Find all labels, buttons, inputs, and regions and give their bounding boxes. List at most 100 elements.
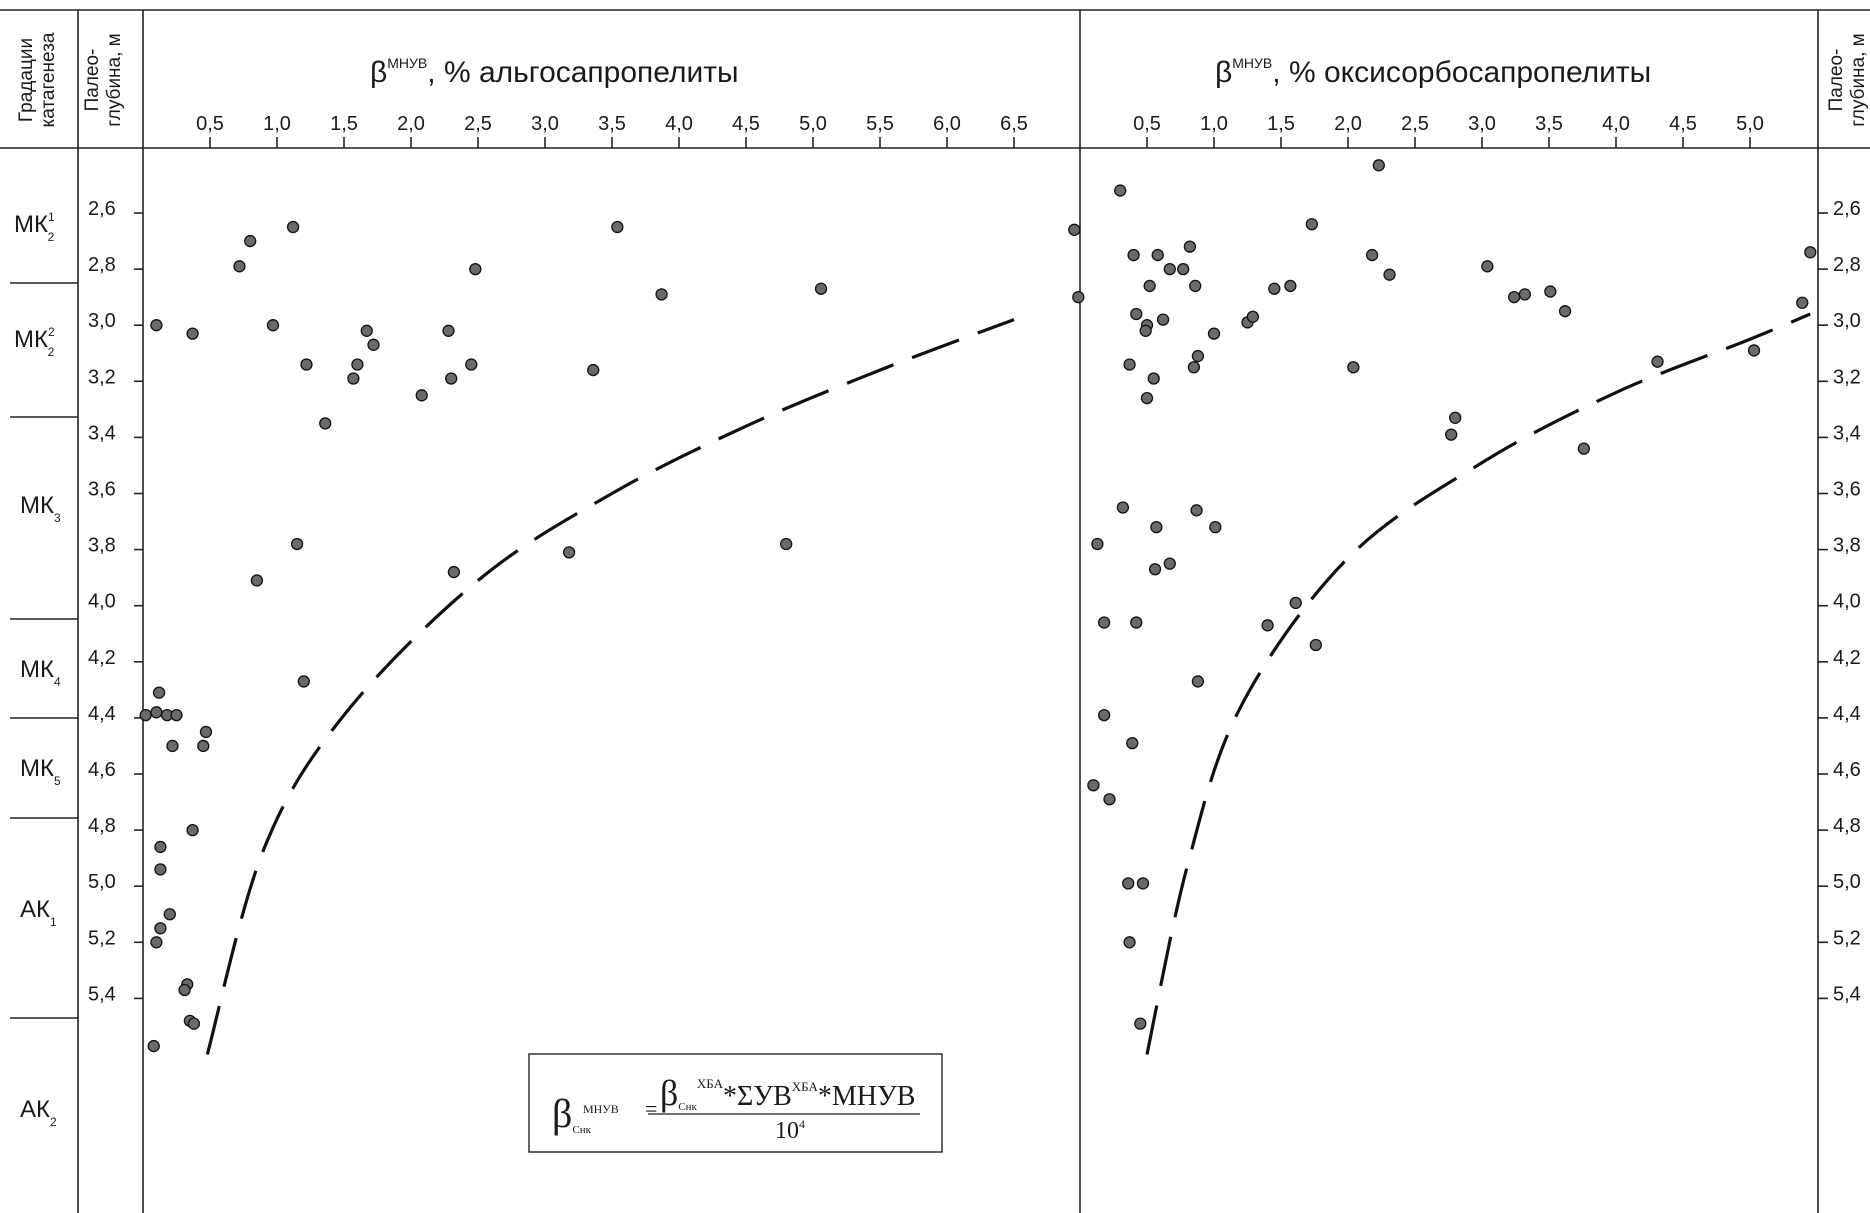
depth-tick-label-right: 2,6 [1833,198,1861,220]
formula-numerator: βСнкХБА*ΣУВХБА*МНУВ [660,1073,915,1113]
x-tick-label: 4,5 [1669,113,1697,135]
data-point-oxysorbosapropelites [1449,411,1462,424]
data-point-algosapropelites [266,319,280,332]
left-title-text: , % альгосапропелиты [427,56,738,89]
data-point-algosapropelites [814,282,828,295]
data-point-algosapropelites [166,739,179,753]
grade-label-ak2: АК2 [20,1096,57,1129]
data-point-oxysorbosapropelites [1187,361,1201,374]
x-tick-label: 4,5 [732,113,760,135]
data-point-oxysorbosapropelites [1445,428,1458,441]
data-point-algosapropelites [447,565,461,579]
data-point-algosapropelites [199,725,213,739]
right-depth-title-line2: глубина, м [1848,33,1869,127]
data-point-oxysorbosapropelites [1558,305,1572,318]
depth-tick-label-left: 5,2 [88,927,116,949]
depth-tick-label-left: 4,2 [88,647,116,669]
depth-tick-label-right: 3,4 [1833,422,1861,444]
data-point-oxysorbosapropelites [1140,391,1154,405]
data-point-algosapropelites [163,908,176,921]
right-depth-title-line1: Палео- [1826,49,1847,112]
data-point-algosapropelites [154,922,167,935]
x-tick-label: 2,0 [397,113,425,135]
depth-tick-label-left: 5,4 [88,983,116,1005]
data-point-oxysorbosapropelites [1150,521,1163,534]
depth-tick-label-left: 4,8 [88,815,116,837]
x-tick-label: 3,0 [531,113,559,135]
x-tick-label: 2,0 [1334,113,1362,135]
data-point-algosapropelites [1072,290,1085,304]
x-tick-label: 0,5 [196,113,224,135]
data-point-oxysorbosapropelites [1123,358,1136,371]
data-point-oxysorbosapropelites [1481,260,1494,273]
data-point-oxysorbosapropelites [1383,268,1396,281]
x-tick-label: 3,0 [1468,113,1496,135]
data-point-oxysorbosapropelites [1284,279,1297,293]
left-panel-title: βМНУВ, % альгосапропелиты [370,55,739,89]
depth-axis-ticks: 2,6 2,6 2,8 2,8 3,0 3,0 3,2 3,2 3,4 3,4 3,6 3,6 3,8 3… [88,198,1861,1005]
depth-tick-label-right: 4,8 [1833,815,1861,837]
x-tick-label: 3,5 [598,113,626,135]
formula-denominator: 104 [775,1117,805,1144]
left-title-beta: β [370,56,387,89]
x-tick-label: 0,5 [1133,113,1161,135]
data-point-oxysorbosapropelites [1126,736,1139,750]
data-point-oxysorbosapropelites [1577,442,1590,455]
depth-tick-label-left: 4,4 [88,703,116,725]
data-points [139,159,1817,1053]
data-point-oxysorbosapropelites [1091,537,1104,551]
grade-label-mk12: МК1 2 [14,210,55,244]
x-tick-label: 1,5 [1267,113,1295,135]
data-point-oxysorbosapropelites [1134,1017,1147,1030]
data-point-oxysorbosapropelites [1130,307,1143,321]
depth-tick-label-right: 3,6 [1833,479,1861,501]
x-tick-label: 1,5 [330,113,358,135]
depth-tick-label-left: 4,6 [88,759,116,781]
data-point-oxysorbosapropelites [1289,596,1302,610]
formula-lhs: βСнкМНУВ [552,1091,619,1136]
panel-titles: βМНУВ, % альгосапропелиты βМНУВ, % оксис… [370,55,1651,89]
boundary-curve-oxysorbosapropelites [1145,312,1811,1055]
grade-column-title-line2: катагенеза [38,32,59,127]
data-point-oxysorbosapropelites [1207,327,1221,340]
x-tick-label: 5,0 [1736,113,1764,135]
x-tick-label: 1,0 [1200,113,1228,135]
x-axis-ticks: 0,5 1,0 1,5 2,0 2,5 3,0 3,5 4,0 4,5 5,0 5,5 6,0 6,5 0… [196,113,1764,148]
formula-box: βСнкМНУВ = βСнкХБА*ΣУВХБА*МНУВ 104 [528,1053,943,1153]
x-tick-label: 5,5 [866,113,894,135]
depth-tick-label-left: 5,0 [88,871,116,893]
depth-tick-label-right: 3,2 [1833,366,1861,388]
data-point-oxysorbosapropelites [1143,279,1156,293]
data-point-oxysorbosapropelites [1796,296,1809,309]
depth-tick-label-left: 3,2 [88,366,116,388]
depth-tick-label-right: 5,2 [1833,927,1861,949]
grade-labels: МК1 2 МК2 2 МК3 МК4 МК5 АК1 АК2 [14,210,61,1129]
data-point-oxysorbosapropelites [1544,285,1557,298]
depth-tick-label-left: 3,8 [88,535,116,557]
data-point-oxysorbosapropelites [1177,262,1190,276]
right-title-sup: МНУВ [1232,55,1272,71]
x-tick-label: 2,5 [1401,113,1429,135]
data-point-oxysorbosapropelites [1156,313,1170,326]
data-point-oxysorbosapropelites [1518,288,1532,301]
data-point-oxysorbosapropelites [1116,501,1130,514]
data-point-oxysorbosapropelites [1148,563,1162,576]
depth-tick-label-right: 2,8 [1833,254,1861,276]
data-point-oxysorbosapropelites [1651,355,1664,368]
data-point-oxysorbosapropelites [1372,159,1385,172]
formula-frame [528,1053,943,1153]
depth-tick-label-right: 5,0 [1833,871,1861,893]
data-point-algosapropelites [250,574,264,587]
data-point-algosapropelites [233,260,246,273]
data-point-oxysorbosapropelites [1097,616,1111,629]
data-point-algosapropelites [445,372,458,385]
depth-tick-label-left: 3,0 [88,310,116,332]
data-point-oxysorbosapropelites [1114,184,1127,197]
depth-tick-label-right: 4,0 [1833,591,1861,613]
data-point-oxysorbosapropelites [1123,936,1136,949]
data-point-oxysorbosapropelites [1347,361,1360,374]
data-point-algosapropelites [300,358,313,371]
data-point-algosapropelites [244,234,257,248]
data-point-oxysorbosapropelites [1246,310,1260,323]
data-point-algosapropelites [186,327,199,340]
